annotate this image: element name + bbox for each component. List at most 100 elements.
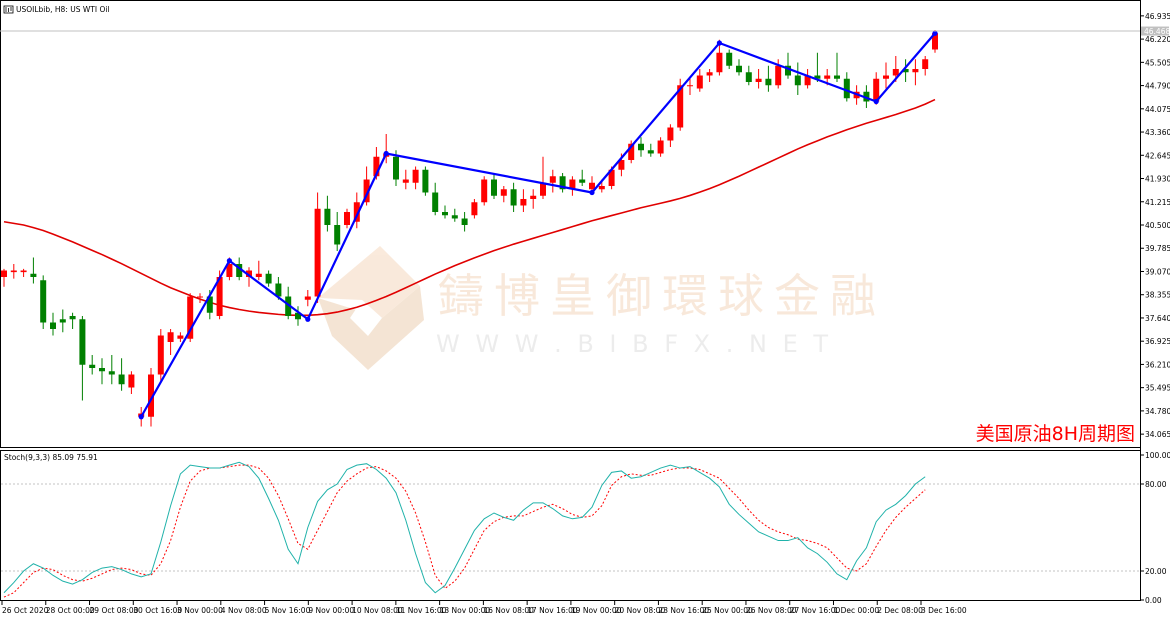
candle-body — [118, 374, 125, 385]
candle-body — [628, 143, 635, 160]
candle-body — [471, 202, 478, 216]
zigzag-point — [138, 414, 144, 420]
candle-body — [579, 179, 586, 183]
candle-body — [559, 176, 566, 190]
candle-body — [794, 75, 801, 86]
zigzag-point — [383, 150, 389, 157]
candle-body — [775, 65, 782, 86]
candle-body — [402, 179, 409, 183]
candle — [157, 329, 164, 381]
candle-body — [804, 75, 811, 86]
time-tick-label: 10 Nov 08:00 — [352, 606, 403, 615]
candle-body — [304, 296, 311, 300]
candle — [540, 156, 546, 199]
candle — [491, 173, 497, 199]
candle-body — [491, 179, 497, 196]
candle — [314, 192, 321, 303]
candle — [657, 137, 664, 157]
candle — [716, 39, 723, 76]
watermark-chinese: 鑄博皇御環球金融 — [438, 269, 886, 323]
candle-body — [785, 65, 791, 76]
candle-body — [687, 85, 693, 87]
candle-body — [353, 202, 360, 222]
candle — [295, 306, 301, 326]
candle-body — [863, 91, 870, 102]
candle-body — [40, 280, 47, 323]
time-tick-label: 27 Nov 16:00 — [790, 606, 841, 615]
candle — [667, 124, 674, 147]
candle-body — [765, 78, 772, 86]
candle — [128, 371, 135, 394]
candle — [863, 85, 870, 108]
candle-body — [549, 176, 556, 183]
price-tick-label: 38.355 — [1145, 291, 1170, 300]
candle-body — [451, 215, 458, 219]
candle — [922, 56, 929, 76]
candle-body — [500, 189, 507, 196]
candle — [79, 316, 86, 401]
zigzag-point — [226, 258, 232, 264]
time-tick-label: 28 Oct 00:00 — [46, 606, 95, 615]
candle-body — [736, 65, 742, 73]
candle — [902, 59, 909, 82]
candle-body — [745, 72, 752, 82]
price-tick-label: 41.215 — [1145, 198, 1170, 207]
price-tick-label: 44.790 — [1145, 82, 1170, 91]
candle — [422, 166, 429, 196]
candle — [461, 212, 468, 232]
price-tick-label: 43.360 — [1145, 128, 1170, 137]
candle-body — [843, 78, 850, 99]
candle-body — [177, 335, 184, 339]
candle-body — [598, 186, 605, 190]
candle — [569, 176, 576, 196]
candle-body — [265, 273, 272, 284]
candle — [20, 268, 27, 277]
candle-body — [236, 264, 243, 277]
candle — [471, 199, 478, 219]
candle — [118, 358, 125, 391]
candle-body — [834, 75, 840, 79]
time-tick-label: 13 Nov 00:00 — [440, 606, 491, 615]
candle-body — [608, 169, 615, 186]
price-tick-label: 34.780 — [1145, 407, 1170, 416]
candle-body — [314, 208, 321, 297]
price-tick-label: 36.925 — [1145, 337, 1170, 346]
candle-body — [50, 322, 56, 329]
time-tick-label: 25 Nov 00:00 — [702, 606, 753, 615]
price-tick-label: 45.505 — [1145, 58, 1170, 67]
candle — [442, 205, 448, 219]
candle — [50, 312, 56, 336]
time-tick-label: 11 Nov 16:00 — [396, 606, 447, 615]
current-price-box — [1141, 26, 1169, 36]
stoch-main-line — [3, 461, 926, 594]
time-tick-label: 26 Nov 08:00 — [746, 606, 797, 615]
candle-body — [128, 374, 135, 388]
candle — [432, 182, 439, 216]
candle-body — [246, 270, 252, 277]
zigzag-point — [716, 40, 723, 46]
candle — [589, 176, 595, 193]
price-tick-label: 46.935 — [1145, 12, 1170, 21]
candle-body — [892, 69, 899, 76]
time-tick-label: 3 Nov 00:00 — [177, 606, 223, 615]
candle-body — [363, 179, 370, 203]
current-price-label: 46.468 — [1144, 27, 1170, 36]
candle — [843, 72, 850, 102]
stoch-tick-label: 20.00 — [1145, 567, 1167, 576]
candle-body — [442, 212, 448, 216]
zigzag-layer — [138, 30, 938, 420]
stoch-axis: 100.00 80.00 20.00 0.00 — [1140, 451, 1170, 605]
candle-body — [422, 169, 429, 193]
candle-body — [10, 270, 17, 273]
zigzag-point — [932, 30, 938, 36]
zigzag-point — [305, 316, 311, 322]
candle — [40, 275, 47, 329]
price-tick-label: 41.930 — [1145, 175, 1170, 184]
zigzag-point — [589, 189, 595, 196]
candle — [794, 62, 801, 95]
watermark: 鑄博皇御環球金融 W W W . B I B F X . N E T — [318, 246, 886, 370]
candle — [687, 78, 693, 95]
candle-body — [540, 182, 546, 196]
candle — [344, 208, 350, 229]
candle-body — [226, 264, 233, 277]
